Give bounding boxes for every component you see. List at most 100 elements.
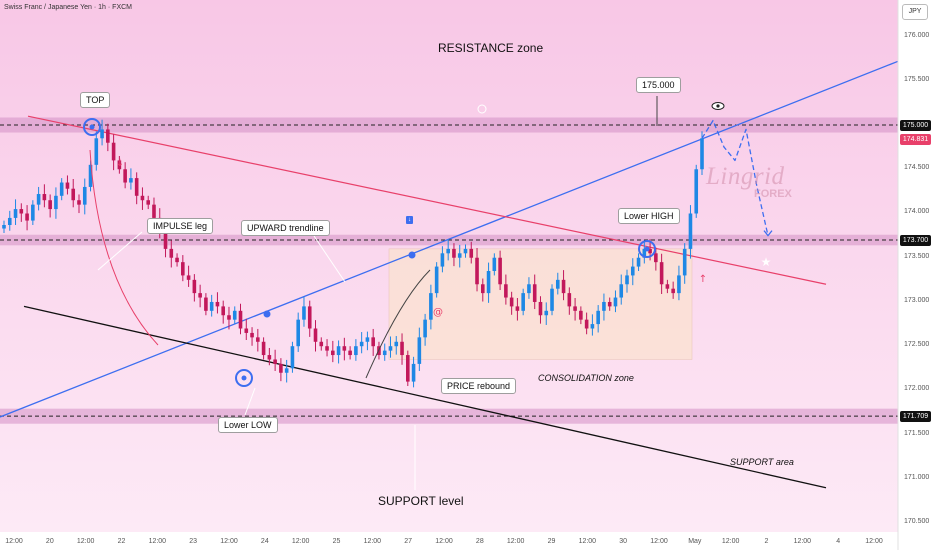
candle [619,284,624,298]
upward-trendline [0,60,899,418]
candle [336,346,341,356]
time-tick-label: 25 [332,538,341,545]
time-tick-label: 2 [764,538,769,545]
time-tick-label: 12:00 [793,538,812,545]
time-tick-label: 12:00 [76,538,95,545]
current-price-tag: 174.831 [900,134,931,146]
consolidation-zone-label: CONSOLIDATION zone [538,373,634,383]
time-tick-label: 12:00 [220,538,238,545]
candle [129,178,133,183]
candle [394,341,399,347]
candle [284,368,289,373]
impulse-pointer [97,231,143,271]
candle [636,257,641,267]
candle [267,355,272,360]
candle [538,301,543,316]
price-tick-label: 172.500 [904,341,930,349]
candle [331,350,335,356]
candle [42,194,47,201]
candle [700,138,704,170]
candle [573,306,577,311]
info-marker-icon[interactable]: ↓ [406,216,413,224]
level-price-tag: 173.700 [900,234,931,246]
time-tick-label: 12:00 [5,538,23,545]
candle [417,337,422,364]
support-level-label: SUPPORT level [378,494,464,508]
candle [302,306,306,320]
candle [371,337,375,347]
level-price-tag: 175.000 [900,119,931,131]
candle [273,359,277,364]
candle [313,328,318,342]
candle [181,262,185,276]
star-icon: ★ [761,255,772,269]
candle [7,217,12,225]
downtrend-line [27,115,827,285]
candle [163,231,168,249]
candle [544,310,549,316]
candle [209,301,214,311]
target-175-label: 175.000 [636,77,681,93]
candle [250,332,254,338]
candle [659,262,664,285]
candle [492,257,497,271]
price-tick-label: 170.500 [904,518,930,526]
candle [117,160,122,170]
projection-path [701,119,769,236]
time-tick-label: 29 [547,538,556,545]
projection-arrow [763,230,773,237]
candle [521,293,525,311]
rebound-arrow [365,269,431,379]
watermark-logo: Lingrid [706,163,785,190]
candle [134,178,139,196]
support-area-label: SUPPORT area [730,457,794,467]
trend-touch-dot [263,310,271,318]
time-tick-label: 24 [260,538,269,545]
candle [400,341,404,356]
candle [452,248,456,258]
time-tick-label: May [688,538,702,545]
time-tick-label: 12:00 [865,538,883,545]
lower-low-pointer [244,387,256,416]
candle [382,350,387,356]
support-trendline [23,305,827,489]
candle [227,315,231,320]
candle [602,301,606,311]
up-arrow-icon: ↑ [699,274,707,285]
candle [567,293,572,307]
candle [555,279,560,289]
candle [146,200,151,205]
candle [244,328,249,333]
candle [215,301,220,307]
candle [423,319,427,338]
currency-label[interactable]: JPY [902,4,928,20]
time-tick-label: 22 [117,538,126,545]
candle [463,248,468,254]
level-price-tag: 171.709 [900,410,931,422]
candle [411,363,416,382]
candle [221,306,226,316]
lower-low-label: Lower LOW [218,417,278,433]
candle [486,271,491,294]
candle [354,346,358,356]
time-tick-label: 12:00 [363,538,382,545]
candle [480,284,485,294]
candle [140,195,145,201]
candle [613,297,618,307]
candle [31,204,35,221]
impulse-leg-label: IMPULSE leg [147,218,214,234]
price-tick-label: 173.000 [904,296,930,304]
candle [359,341,364,347]
candle [238,310,243,329]
candle [504,284,508,298]
candle [630,266,635,276]
highlight-dot [89,124,95,130]
highlight-circle [638,240,656,258]
candle [111,142,116,161]
candle [36,194,41,205]
candle [59,182,64,196]
candle [261,341,266,356]
time-tick-label: 12:00 [506,538,525,545]
candle [296,319,300,347]
